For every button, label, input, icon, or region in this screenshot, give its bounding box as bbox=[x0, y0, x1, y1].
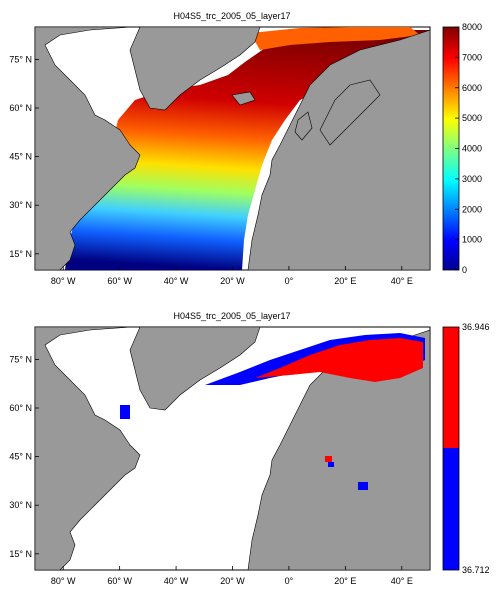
map-title-top: H04S5_trc_2005_05_layer17 bbox=[173, 11, 290, 21]
lat-tick-label: 15° N bbox=[9, 549, 32, 559]
patch-adriatic-low bbox=[328, 462, 334, 467]
lon-tick-label: 40° W bbox=[164, 576, 189, 586]
map-panel-bottom: H04S5_trc_2005_05_layer17 80° W 60° W 40° … bbox=[9, 311, 489, 586]
colorbar-tick-label: 1000 bbox=[462, 235, 482, 245]
colorbar-tick-label: 4000 bbox=[462, 144, 482, 154]
lat-tick-label: 75° N bbox=[9, 354, 32, 364]
landmass-north-america bbox=[35, 27, 141, 270]
lat-tick-label: 45° N bbox=[9, 152, 32, 162]
lon-tick-label: 40° E bbox=[391, 276, 413, 286]
colorbar-bottom: 36.712 36.946 bbox=[442, 322, 490, 575]
lon-tick-label: 20° E bbox=[334, 276, 356, 286]
landmass-british-isles bbox=[294, 111, 313, 141]
lon-tick-label: 40° W bbox=[164, 276, 189, 286]
colorbar-tick-label: 36.712 bbox=[462, 565, 490, 575]
lat-tick-label: 45° N bbox=[9, 452, 32, 462]
lat-tick-label: 60° N bbox=[9, 403, 32, 413]
lat-tick-label: 30° N bbox=[9, 500, 32, 510]
patch-adriatic-high bbox=[325, 456, 332, 462]
lon-tick-label: 20° W bbox=[220, 276, 245, 286]
lon-tick-label: 0° bbox=[285, 276, 294, 286]
landmass-north-america-2 bbox=[35, 327, 141, 570]
lon-tick-label: 60° W bbox=[107, 576, 132, 586]
colorbar-bottom-low bbox=[443, 448, 459, 570]
lat-tick-label: 75° N bbox=[9, 54, 32, 64]
lon-tick-label: 40° E bbox=[391, 576, 413, 586]
colorbar-tick-label: 7000 bbox=[462, 52, 482, 62]
landmass-iceland bbox=[231, 91, 256, 106]
colorbar-tick-label: 6000 bbox=[462, 83, 482, 93]
lon-tick-label: 80° W bbox=[51, 276, 76, 286]
map-axes-top: 80° W 60° W 40° W 20° W 0° 20° E 40° E 75° N 60°… bbox=[9, 54, 412, 286]
patch-labrador-sea bbox=[120, 405, 130, 419]
colorbar-bottom-frame bbox=[442, 326, 460, 571]
tracer-field-arctic bbox=[250, 27, 420, 50]
map-title-bottom: H04S5_trc_2005_05_layer17 bbox=[173, 311, 290, 321]
landmass-greenland bbox=[129, 27, 261, 111]
colorbar-tick-label: 5000 bbox=[462, 113, 482, 123]
tracer-field-atlantic bbox=[65, 30, 430, 270]
colorbar-tick-label: 0 bbox=[462, 265, 467, 275]
colorbar-bottom-high bbox=[443, 327, 459, 448]
patch-aegean bbox=[358, 482, 368, 490]
colorbar-tick-label: 3000 bbox=[462, 174, 482, 184]
lon-tick-label: 80° W bbox=[51, 576, 76, 586]
colorbar-tick-label: 36.946 bbox=[462, 322, 490, 332]
landmass-greenland-2 bbox=[129, 327, 261, 411]
landmass-europe-africa bbox=[247, 29, 430, 270]
colorbar-top: 0 1000 2000 3000 4000 5000 6000 7000 8000 bbox=[442, 22, 482, 275]
lon-tick-label: 0° bbox=[285, 576, 294, 586]
landmass-scandinavia bbox=[319, 79, 381, 146]
colorbar-tick-label: 2000 bbox=[462, 204, 482, 214]
map-panel-top: H04S5_trc_2005_05_layer17 80° W 60° W 40° … bbox=[9, 11, 482, 286]
map-axes-bottom: 80° W 60° W 40° W 20° W 0° 20° E 40° E 75° N 60°… bbox=[9, 354, 412, 586]
arctic-band-high bbox=[255, 338, 423, 382]
lon-tick-label: 20° W bbox=[220, 576, 245, 586]
lon-tick-label: 60° W bbox=[107, 276, 132, 286]
lat-tick-label: 15° N bbox=[9, 249, 32, 259]
colorbar-tick-label: 8000 bbox=[462, 22, 482, 32]
lon-tick-label: 20° E bbox=[334, 576, 356, 586]
lat-tick-label: 60° N bbox=[9, 103, 32, 113]
lat-tick-label: 30° N bbox=[9, 200, 32, 210]
